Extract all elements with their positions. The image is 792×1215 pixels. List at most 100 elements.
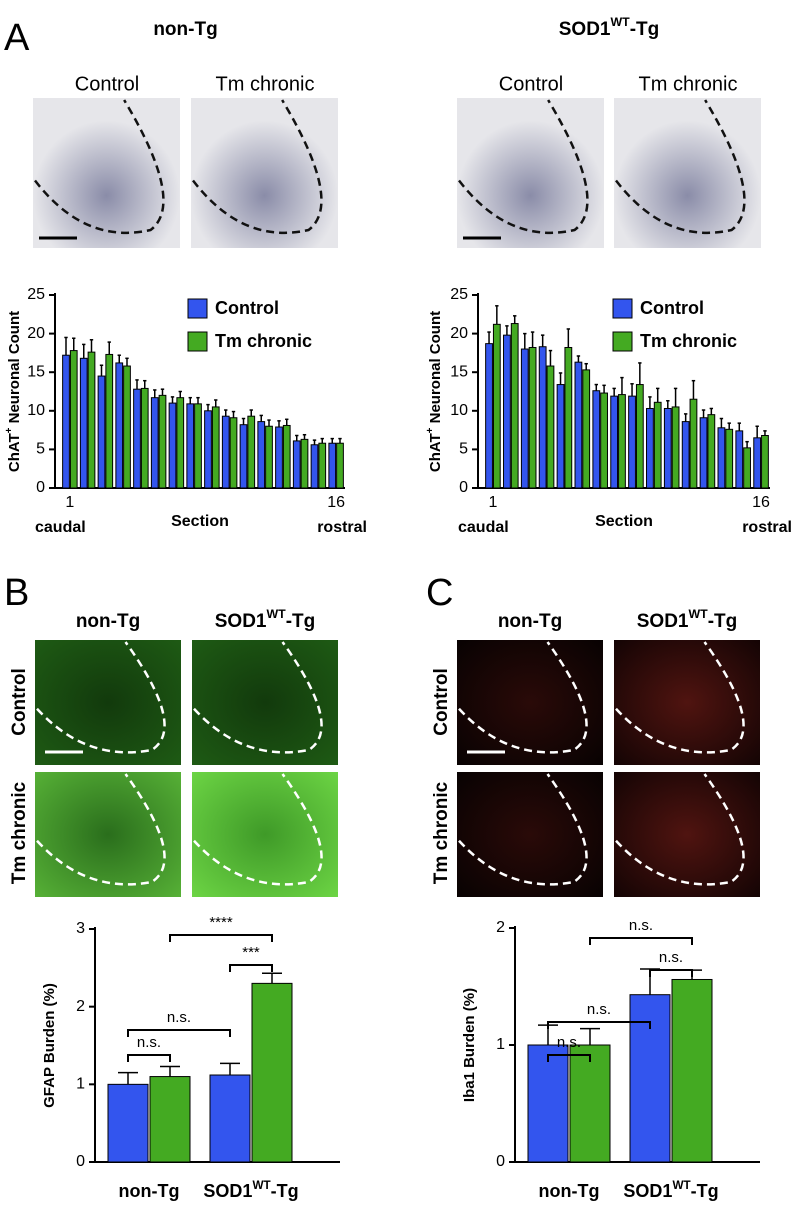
bar [527, 1044, 569, 1163]
x-tick-label-part: -Tg [271, 1181, 299, 1201]
bar [105, 353, 114, 489]
y-tick-label: 5 [459, 441, 468, 458]
bar [150, 397, 159, 489]
bar [239, 424, 248, 489]
bar [265, 425, 273, 489]
bar [194, 403, 202, 489]
legend-swatch [612, 298, 633, 319]
outline [36, 641, 166, 754]
bar [257, 421, 266, 489]
x-end-label: rostral [742, 519, 792, 536]
y-tick-label: 15 [450, 363, 468, 380]
significance-label: *** [242, 944, 260, 961]
x-end-label: caudal [458, 519, 509, 536]
bar [618, 394, 626, 489]
bar [743, 447, 751, 489]
bracket [589, 937, 693, 945]
significance-label: n.s. [659, 949, 683, 966]
column-label: SOD1WT-Tg [215, 607, 316, 632]
y-tick-label: 15 [27, 363, 45, 380]
bar [520, 348, 529, 489]
column-label: non-Tg [498, 611, 562, 632]
x-end-label: caudal [35, 519, 86, 536]
row-label: Tm chronic [9, 781, 30, 884]
outline [615, 773, 745, 886]
y-tick-label: 0 [459, 479, 468, 496]
bar [735, 430, 744, 489]
y-axis-label: GFAP Burden (%) [41, 983, 58, 1108]
group-title: non-Tg [153, 19, 217, 40]
bar [69, 350, 78, 489]
bar [87, 351, 96, 489]
bar [610, 395, 619, 489]
y-axis-label: ChAT+ Neuronal Count [4, 311, 23, 472]
outline [458, 99, 589, 235]
x-end-label: rostral [317, 519, 367, 536]
bar [689, 398, 698, 489]
y-tick-label: 0 [76, 1153, 85, 1170]
bracket [169, 934, 273, 942]
y-tick-label: 1 [76, 1076, 85, 1093]
legend-label: Tm chronic [640, 331, 737, 351]
bar [79, 357, 88, 489]
x-tick-label: 16 [327, 494, 345, 511]
bar [176, 397, 185, 489]
x-axis-label: Section [595, 513, 653, 530]
bar [115, 362, 124, 489]
y-tick-label: 2 [496, 919, 505, 936]
x-tick-label-part: SOD1 [623, 1181, 672, 1201]
bar [221, 415, 230, 489]
micrograph [192, 772, 338, 897]
bar [336, 442, 344, 489]
bar [168, 402, 177, 489]
x-tick-label: 16 [752, 494, 770, 511]
bracket [649, 969, 693, 977]
y-tick-label: 3 [76, 920, 85, 937]
bracket [229, 964, 273, 972]
column-label: Control [499, 73, 563, 95]
bar [492, 323, 501, 489]
y-axis-label-part: Neuronal Count [427, 311, 444, 428]
bracket [127, 1054, 171, 1062]
bar [204, 410, 212, 489]
micrograph [192, 640, 338, 765]
column-label-part: -Tg [286, 611, 316, 632]
column-label: SOD1WT-Tg [637, 607, 738, 632]
micrograph [614, 98, 761, 248]
bar [97, 375, 106, 489]
micrograph [35, 640, 181, 765]
column-label-part: WT [689, 607, 709, 621]
bar [62, 354, 70, 489]
bar [510, 323, 519, 489]
panel-label: B [4, 572, 29, 614]
group-title-part: SOD1 [559, 19, 611, 40]
bar [140, 387, 149, 489]
bar [629, 994, 671, 1163]
bar [707, 414, 716, 489]
bar [209, 1074, 251, 1163]
y-axis-label-part: + [4, 427, 15, 433]
significance-label: n.s. [629, 917, 653, 934]
x-tick-label: non-Tg [539, 1181, 600, 1201]
bar [485, 343, 493, 489]
micrograph [457, 98, 604, 248]
bar [186, 403, 195, 489]
y-tick-label: 1 [496, 1036, 505, 1053]
bar [592, 390, 601, 489]
y-tick-label: 0 [496, 1153, 505, 1170]
bar [761, 435, 769, 489]
panel-label: A [4, 17, 30, 59]
bar [318, 442, 327, 489]
bar [158, 394, 167, 489]
bar [275, 426, 283, 489]
significance-label: n.s. [557, 1034, 581, 1051]
bar [671, 406, 680, 489]
legend-swatch [187, 298, 208, 319]
bar [528, 346, 537, 489]
bar [328, 442, 337, 489]
y-axis-label: Iba1 Burden (%) [461, 988, 478, 1102]
column-label: Tm chronic [639, 73, 738, 95]
x-axis-label: Section [171, 513, 229, 530]
significance-label: **** [209, 914, 233, 931]
bar [503, 334, 511, 489]
